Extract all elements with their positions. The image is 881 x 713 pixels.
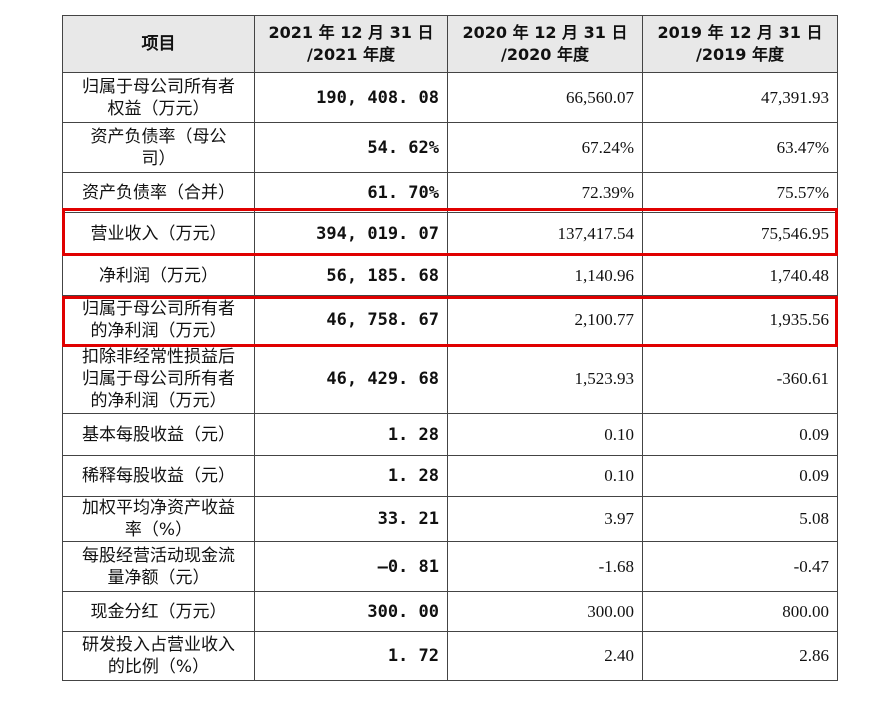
value-2021: 1. 28: [254, 413, 448, 456]
value-2019: 5.08: [642, 496, 838, 542]
value-2019: 0.09: [642, 455, 838, 497]
row-label: 资产负债率（母公 司）: [62, 122, 255, 173]
header-2021-line1: 2021 年 12 月 31 日: [268, 23, 434, 42]
value-2020: 0.10: [447, 455, 643, 497]
header-2021-line2: /2021 年度: [307, 45, 395, 64]
row-label-line: 归属于母公司所有者: [82, 369, 235, 389]
row-label-line: 净利润（万元）: [99, 265, 218, 286]
header-2019-line2: /2019 年度: [696, 45, 784, 64]
row-label-line: 扣除非经常性损益后: [82, 347, 235, 367]
header-2020: 2020 年 12 月 31 日 /2020 年度: [447, 15, 643, 73]
value-2019: 63.47%: [642, 122, 838, 173]
header-2019: 2019 年 12 月 31 日 /2019 年度: [642, 15, 838, 73]
row-label-line: 率（%）: [124, 520, 193, 540]
value-2020: 2,100.77: [447, 295, 643, 345]
value-2020: 1,140.96: [447, 255, 643, 296]
table-row: 加权平均净资产收益 率（%） 33. 21 3.97 5.08: [62, 496, 838, 542]
value-2019: 75.57%: [642, 172, 838, 213]
row-label-line: 司）: [141, 148, 176, 169]
row-label-line: 的净利润（万元）: [90, 321, 227, 341]
value-2021: 56, 185. 68: [254, 255, 448, 296]
header-2021: 2021 年 12 月 31 日 /2021 年度: [254, 15, 448, 73]
row-label: 每股经营活动现金流 量净额（元）: [62, 541, 255, 592]
table-row: 营业收入（万元） 394, 019. 07 137,417.54 75,546.95: [62, 212, 838, 256]
value-2020: 66,560.07: [447, 72, 643, 123]
value-2021: 54. 62%: [254, 122, 448, 173]
row-label: 营业收入（万元）: [62, 212, 255, 256]
value-2021: 46, 429. 68: [254, 344, 448, 414]
value-2020: 72.39%: [447, 172, 643, 213]
value-2020: 0.10: [447, 413, 643, 456]
row-label-line: 每股经营活动现金流: [82, 545, 235, 566]
table-row: 基本每股收益（元） 1. 28 0.10 0.09: [62, 413, 838, 456]
value-2019: 1,740.48: [642, 255, 838, 296]
value-2020: -1.68: [447, 541, 643, 592]
row-label: 扣除非经常性损益后 归属于母公司所有者 的净利润（万元）: [62, 344, 255, 414]
header-row: 项目 2021 年 12 月 31 日 /2021 年度 2020 年 12 月…: [62, 15, 838, 73]
row-label-line: 资产负债率（母公: [90, 126, 227, 147]
value-2019: 1,935.56: [642, 295, 838, 345]
row-label-line: 的比例（%）: [107, 657, 210, 677]
table-row: 归属于母公司所有者 权益（万元） 190, 408. 08 66,560.07 47,3…: [62, 72, 838, 123]
row-label: 加权平均净资产收益 率（%）: [62, 496, 255, 542]
row-label: 归属于母公司所有者 的净利润（万元）: [62, 295, 255, 345]
row-label: 研发投入占营业收入 的比例（%）: [62, 631, 255, 681]
value-2019: 2.86: [642, 631, 838, 681]
row-label: 基本每股收益（元）: [62, 413, 255, 456]
table-row: 扣除非经常性损益后 归属于母公司所有者 的净利润（万元） 46, 429. 68 1,5…: [62, 344, 838, 414]
row-label-line: 营业收入（万元）: [90, 224, 227, 244]
row-label-line: 基本每股收益（元）: [82, 424, 235, 445]
row-label: 净利润（万元）: [62, 255, 255, 296]
row-label: 归属于母公司所有者 权益（万元）: [62, 72, 255, 123]
value-2019: 75,546.95: [642, 212, 838, 256]
value-2020: 1,523.93: [447, 344, 643, 414]
value-2019: 47,391.93: [642, 72, 838, 123]
table-row: 研发投入占营业收入 的比例（%） 1. 72 2.40 2.86: [62, 631, 838, 681]
header-2019-line1: 2019 年 12 月 31 日: [657, 23, 823, 42]
value-2021: 1. 28: [254, 455, 448, 497]
row-label: 现金分红（万元）: [62, 591, 255, 632]
value-2021: 33. 21: [254, 496, 448, 542]
value-2020: 137,417.54: [447, 212, 643, 256]
value-2020: 67.24%: [447, 122, 643, 173]
value-2021: 394, 019. 07: [254, 212, 448, 256]
row-label-line: 资产负债率（合并）: [82, 182, 235, 203]
value-2019: 0.09: [642, 413, 838, 456]
value-2021: 190, 408. 08: [254, 72, 448, 123]
header-item: 项目: [62, 15, 255, 73]
table-row: 资产负债率（母公 司） 54. 62% 67.24% 63.47%: [62, 122, 838, 173]
value-2021: 61. 70%: [254, 172, 448, 213]
value-2019: -360.61: [642, 344, 838, 414]
row-label-line: 归属于母公司所有者: [82, 299, 235, 319]
row-label-line: 归属于母公司所有者: [82, 76, 235, 97]
table-row: 净利润（万元） 56, 185. 68 1,140.96 1,740.48: [62, 255, 838, 296]
row-label-line: 稀释每股收益（元）: [82, 466, 235, 486]
value-2019: -0.47: [642, 541, 838, 592]
value-2021: 300. 00: [254, 591, 448, 632]
value-2021: 1. 72: [254, 631, 448, 681]
table-row: 稀释每股收益（元） 1. 28 0.10 0.09: [62, 455, 838, 497]
table-row: 现金分红（万元） 300. 00 300.00 800.00: [62, 591, 838, 632]
table-row: 资产负债率（合并） 61. 70% 72.39% 75.57%: [62, 172, 838, 213]
row-label-line: 现金分红（万元）: [90, 601, 227, 622]
header-2020-line1: 2020 年 12 月 31 日: [462, 23, 628, 42]
value-2021: –0. 81: [254, 541, 448, 592]
header-2020-line2: /2020 年度: [501, 45, 589, 64]
row-label-line: 加权平均净资产收益: [82, 498, 235, 518]
value-2020: 3.97: [447, 496, 643, 542]
row-label-line: 量净额（元）: [107, 567, 210, 588]
row-label: 稀释每股收益（元）: [62, 455, 255, 497]
value-2020: 2.40: [447, 631, 643, 681]
value-2019: 800.00: [642, 591, 838, 632]
row-label-line: 权益（万元）: [107, 98, 210, 119]
table-row: 每股经营活动现金流 量净额（元） –0. 81 -1.68 -0.47: [62, 541, 838, 592]
value-2020: 300.00: [447, 591, 643, 632]
row-label-line: 研发投入占营业收入: [82, 635, 235, 655]
row-label: 资产负债率（合并）: [62, 172, 255, 213]
financial-summary-table: 项目 2021 年 12 月 31 日 /2021 年度 2020 年 12 月…: [62, 15, 838, 681]
value-2021: 46, 758. 67: [254, 295, 448, 345]
table-row: 归属于母公司所有者 的净利润（万元） 46, 758. 67 2,100.77 1,93…: [62, 295, 838, 345]
row-label-line: 的净利润（万元）: [90, 391, 227, 411]
